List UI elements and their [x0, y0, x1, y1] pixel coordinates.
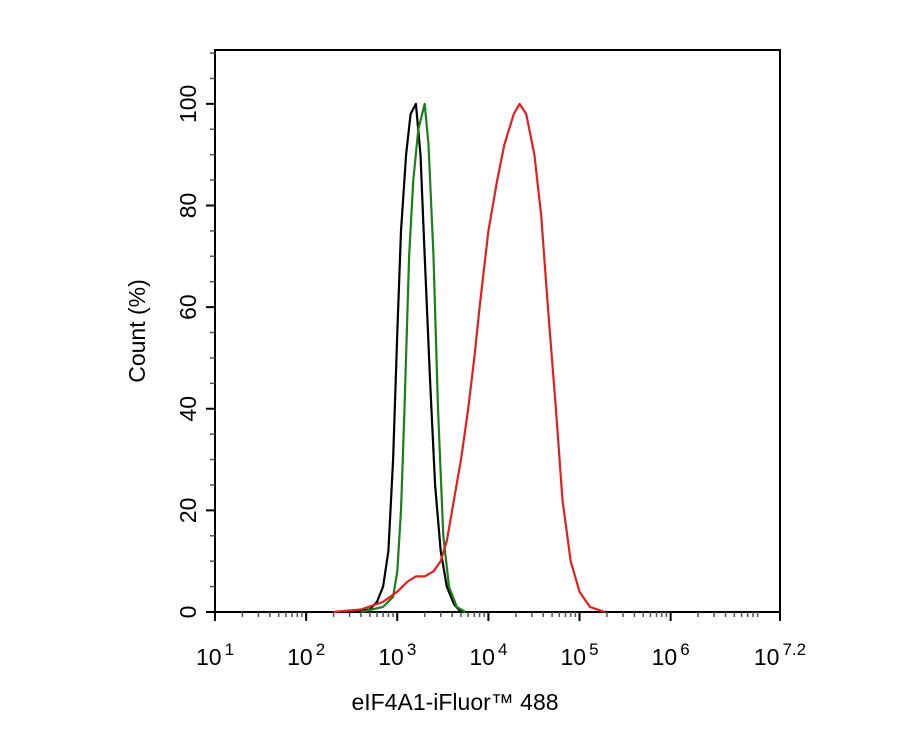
y-axis-label: Count (%)	[124, 279, 150, 383]
x-tick-label: 10 3	[378, 640, 416, 670]
x-tick-label: 10 6	[652, 640, 690, 670]
plot-frame	[214, 49, 781, 613]
x-tick-exponent: 2	[316, 640, 325, 659]
x-tick-exponent: 4	[498, 640, 507, 659]
x-tick-label: 10 5	[560, 640, 598, 670]
x-tick-base: 10	[469, 644, 495, 670]
x-tick-base: 10	[196, 644, 222, 670]
y-tick-label: 60	[175, 294, 201, 320]
x-tick-exponent: 1	[225, 640, 234, 659]
x-tick-exponent: 3	[407, 640, 416, 659]
x-tick-label: 10 4	[469, 640, 507, 670]
x-tick-exponent: 7.2	[782, 640, 806, 659]
y-tick-label: 0	[175, 606, 201, 619]
y-tick-label: 20	[175, 498, 201, 524]
x-tick-label: 10 1	[196, 640, 234, 670]
x-axis-label: eIF4A1-iFluor™ 488	[351, 689, 558, 715]
x-tick-label: 10 2	[287, 640, 325, 670]
x-tick-base: 10	[754, 644, 780, 670]
histogram-line	[333, 102, 606, 614]
y-tick-label: 100	[175, 85, 201, 123]
x-tick-exponent: 6	[680, 640, 689, 659]
x-tick-base: 10	[652, 644, 678, 670]
x-tick-base: 10	[378, 644, 404, 670]
histogram-line	[360, 102, 466, 614]
x-tick-label: 10 7.2	[754, 640, 806, 670]
x-tick-exponent: 5	[589, 640, 598, 659]
histogram-line	[349, 102, 462, 614]
y-tick-label: 40	[175, 396, 201, 422]
x-tick-base: 10	[560, 644, 586, 670]
y-tick-label: 80	[175, 193, 201, 219]
x-tick-base: 10	[287, 644, 313, 670]
